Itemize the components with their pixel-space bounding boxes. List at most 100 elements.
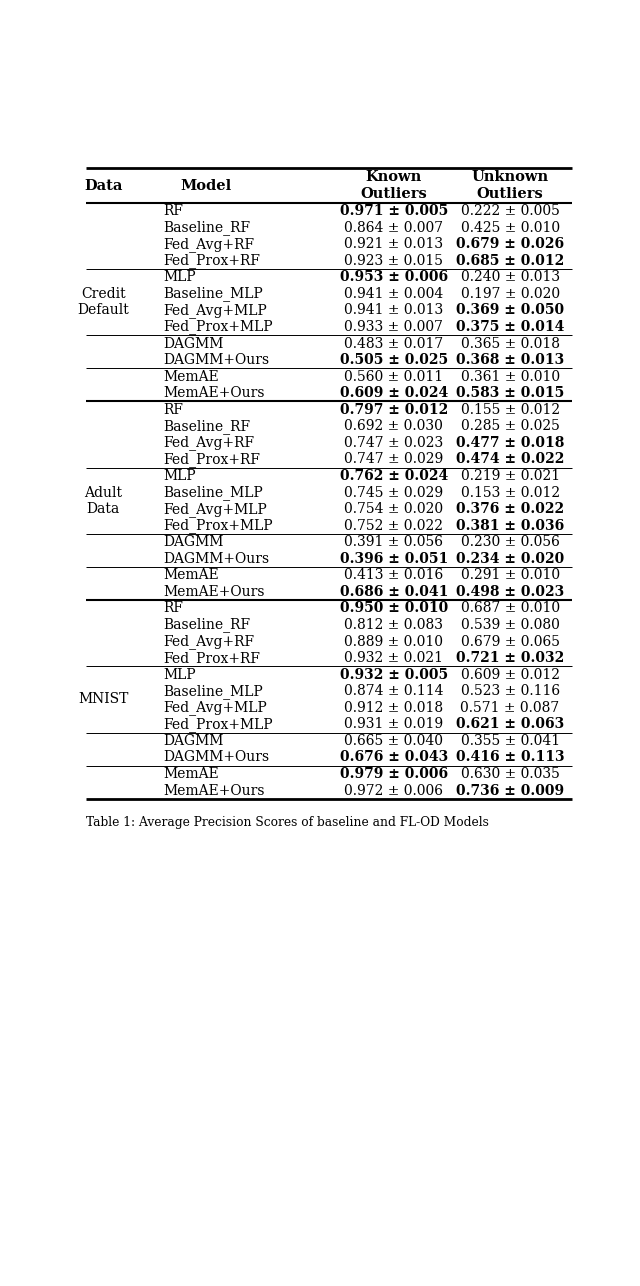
Text: Fed_Prox+RF: Fed_Prox+RF bbox=[164, 451, 260, 467]
Text: Fed_Avg+MLP: Fed_Avg+MLP bbox=[164, 303, 268, 318]
Text: Fed_Prox+MLP: Fed_Prox+MLP bbox=[164, 319, 273, 334]
Text: Fed_Prox+RF: Fed_Prox+RF bbox=[164, 651, 260, 666]
Text: Baseline_RF: Baseline_RF bbox=[164, 220, 251, 235]
Text: DAGMM+Ours: DAGMM+Ours bbox=[164, 354, 270, 367]
Text: 0.933 ± 0.007: 0.933 ± 0.007 bbox=[344, 320, 444, 334]
Text: 0.754 ± 0.020: 0.754 ± 0.020 bbox=[344, 502, 444, 516]
Text: 0.477 ± 0.018: 0.477 ± 0.018 bbox=[456, 436, 564, 450]
Text: MemAE+Ours: MemAE+Ours bbox=[164, 585, 265, 599]
Text: 0.665 ± 0.040: 0.665 ± 0.040 bbox=[344, 734, 444, 748]
Text: 0.676 ± 0.043: 0.676 ± 0.043 bbox=[340, 751, 448, 764]
Text: 0.240 ± 0.013: 0.240 ± 0.013 bbox=[461, 270, 560, 284]
Text: RF: RF bbox=[164, 403, 184, 417]
Text: 0.425 ± 0.010: 0.425 ± 0.010 bbox=[461, 221, 560, 234]
Text: Baseline_RF: Baseline_RF bbox=[164, 419, 251, 433]
Text: 0.630 ± 0.035: 0.630 ± 0.035 bbox=[461, 766, 559, 781]
Text: 0.971 ± 0.005: 0.971 ± 0.005 bbox=[340, 204, 448, 219]
Text: 0.222 ± 0.005: 0.222 ± 0.005 bbox=[461, 204, 559, 219]
Text: 0.762 ± 0.024: 0.762 ± 0.024 bbox=[340, 469, 448, 484]
Text: 0.979 ± 0.006: 0.979 ± 0.006 bbox=[340, 766, 448, 781]
Text: 0.972 ± 0.006: 0.972 ± 0.006 bbox=[344, 783, 444, 797]
Text: 0.745 ± 0.029: 0.745 ± 0.029 bbox=[344, 486, 444, 499]
Text: RF: RF bbox=[164, 602, 184, 616]
Text: 0.483 ± 0.017: 0.483 ± 0.017 bbox=[344, 337, 444, 351]
Text: 0.889 ± 0.010: 0.889 ± 0.010 bbox=[344, 634, 444, 648]
Text: Fed_Avg+MLP: Fed_Avg+MLP bbox=[164, 502, 268, 517]
Text: Baseline_MLP: Baseline_MLP bbox=[164, 684, 264, 698]
Text: Baseline_RF: Baseline_RF bbox=[164, 617, 251, 633]
Text: DAGMM: DAGMM bbox=[164, 535, 224, 549]
Text: 0.874 ± 0.114: 0.874 ± 0.114 bbox=[344, 684, 444, 698]
Text: Fed_Prox+MLP: Fed_Prox+MLP bbox=[164, 716, 273, 732]
Text: Model: Model bbox=[180, 179, 232, 193]
Text: 0.355 ± 0.041: 0.355 ± 0.041 bbox=[461, 734, 560, 748]
Text: 0.685 ± 0.012: 0.685 ± 0.012 bbox=[456, 253, 564, 267]
Text: MemAE+Ours: MemAE+Ours bbox=[164, 386, 265, 400]
Text: Fed_Avg+RF: Fed_Avg+RF bbox=[164, 237, 255, 252]
Text: 0.747 ± 0.029: 0.747 ± 0.029 bbox=[344, 453, 444, 467]
Text: 0.571 ± 0.087: 0.571 ± 0.087 bbox=[461, 701, 560, 715]
Text: 0.498 ± 0.023: 0.498 ± 0.023 bbox=[456, 585, 564, 599]
Text: 0.474 ± 0.022: 0.474 ± 0.022 bbox=[456, 453, 564, 467]
Text: DAGMM: DAGMM bbox=[164, 734, 224, 748]
Text: MNIST: MNIST bbox=[78, 692, 129, 706]
Text: Adult
Data: Adult Data bbox=[84, 486, 122, 516]
Text: 0.368 ± 0.013: 0.368 ± 0.013 bbox=[456, 354, 564, 367]
Text: MLP: MLP bbox=[164, 270, 196, 284]
Text: MemAE: MemAE bbox=[164, 766, 220, 781]
Text: Fed_Prox+RF: Fed_Prox+RF bbox=[164, 253, 260, 269]
Text: 0.523 ± 0.116: 0.523 ± 0.116 bbox=[461, 684, 560, 698]
Text: Data: Data bbox=[84, 179, 122, 193]
Text: 0.932 ± 0.005: 0.932 ± 0.005 bbox=[340, 667, 448, 682]
Text: 0.505 ± 0.025: 0.505 ± 0.025 bbox=[340, 354, 448, 367]
Text: Table 1: Average Precision Scores of baseline and FL-OD Models: Table 1: Average Precision Scores of bas… bbox=[86, 815, 489, 828]
Text: 0.369 ± 0.050: 0.369 ± 0.050 bbox=[456, 303, 564, 318]
Text: 0.361 ± 0.010: 0.361 ± 0.010 bbox=[461, 369, 560, 383]
Text: 0.621 ± 0.063: 0.621 ± 0.063 bbox=[456, 718, 564, 732]
Text: 0.941 ± 0.013: 0.941 ± 0.013 bbox=[344, 303, 444, 318]
Text: 0.950 ± 0.010: 0.950 ± 0.010 bbox=[340, 602, 448, 616]
Text: 0.413 ± 0.016: 0.413 ± 0.016 bbox=[344, 568, 444, 583]
Text: MemAE: MemAE bbox=[164, 568, 220, 583]
Text: Known
Outliers: Known Outliers bbox=[360, 171, 428, 201]
Text: 0.797 ± 0.012: 0.797 ± 0.012 bbox=[340, 403, 448, 417]
Text: 0.679 ± 0.065: 0.679 ± 0.065 bbox=[461, 634, 559, 648]
Text: 0.923 ± 0.015: 0.923 ± 0.015 bbox=[344, 253, 444, 267]
Text: 0.291 ± 0.010: 0.291 ± 0.010 bbox=[461, 568, 560, 583]
Text: Fed_Prox+MLP: Fed_Prox+MLP bbox=[164, 518, 273, 534]
Text: 0.687 ± 0.010: 0.687 ± 0.010 bbox=[461, 602, 560, 616]
Text: RF: RF bbox=[164, 204, 184, 219]
Text: 0.609 ± 0.024: 0.609 ± 0.024 bbox=[340, 386, 448, 400]
Text: 0.376 ± 0.022: 0.376 ± 0.022 bbox=[456, 502, 564, 516]
Text: DAGMM+Ours: DAGMM+Ours bbox=[164, 552, 270, 566]
Text: Fed_Avg+MLP: Fed_Avg+MLP bbox=[164, 701, 268, 715]
Text: 0.747 ± 0.023: 0.747 ± 0.023 bbox=[344, 436, 444, 450]
Text: 0.736 ± 0.009: 0.736 ± 0.009 bbox=[456, 783, 564, 797]
Text: 0.692 ± 0.030: 0.692 ± 0.030 bbox=[344, 419, 444, 433]
Text: 0.285 ± 0.025: 0.285 ± 0.025 bbox=[461, 419, 559, 433]
Text: DAGMM: DAGMM bbox=[164, 337, 224, 351]
Text: 0.219 ± 0.021: 0.219 ± 0.021 bbox=[461, 469, 560, 484]
Text: MLP: MLP bbox=[164, 667, 196, 682]
Text: 0.197 ± 0.020: 0.197 ± 0.020 bbox=[461, 287, 560, 301]
Text: Baseline_MLP: Baseline_MLP bbox=[164, 287, 264, 301]
Text: 0.230 ± 0.056: 0.230 ± 0.056 bbox=[461, 535, 559, 549]
Text: 0.941 ± 0.004: 0.941 ± 0.004 bbox=[344, 287, 444, 301]
Text: 0.752 ± 0.022: 0.752 ± 0.022 bbox=[344, 518, 444, 532]
Text: 0.686 ± 0.041: 0.686 ± 0.041 bbox=[340, 585, 448, 599]
Text: 0.539 ± 0.080: 0.539 ± 0.080 bbox=[461, 619, 559, 631]
Text: MLP: MLP bbox=[164, 469, 196, 484]
Text: 0.416 ± 0.113: 0.416 ± 0.113 bbox=[456, 751, 564, 764]
Text: DAGMM+Ours: DAGMM+Ours bbox=[164, 751, 270, 764]
Text: 0.864 ± 0.007: 0.864 ± 0.007 bbox=[344, 221, 444, 234]
Text: 0.396 ± 0.051: 0.396 ± 0.051 bbox=[340, 552, 448, 566]
Text: 0.583 ± 0.015: 0.583 ± 0.015 bbox=[456, 386, 564, 400]
Text: 0.931 ± 0.019: 0.931 ± 0.019 bbox=[344, 718, 444, 732]
Text: 0.365 ± 0.018: 0.365 ± 0.018 bbox=[461, 337, 559, 351]
Text: 0.812 ± 0.083: 0.812 ± 0.083 bbox=[344, 619, 444, 631]
Text: 0.921 ± 0.013: 0.921 ± 0.013 bbox=[344, 237, 444, 251]
Text: 0.912 ± 0.018: 0.912 ± 0.018 bbox=[344, 701, 444, 715]
Text: 0.153 ± 0.012: 0.153 ± 0.012 bbox=[461, 486, 560, 499]
Text: 0.560 ± 0.011: 0.560 ± 0.011 bbox=[344, 369, 444, 383]
Text: Fed_Avg+RF: Fed_Avg+RF bbox=[164, 634, 255, 649]
